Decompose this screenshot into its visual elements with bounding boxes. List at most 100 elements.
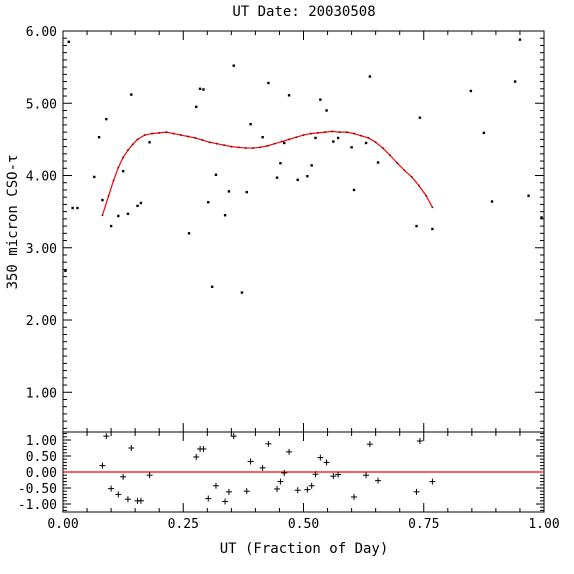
residual-marker <box>146 472 153 479</box>
fit-point <box>237 146 240 149</box>
fit-point <box>117 166 120 169</box>
data-point <box>275 176 279 179</box>
data-point <box>490 200 494 203</box>
residual-marker <box>351 493 358 500</box>
fit-point <box>309 132 312 135</box>
data-point <box>130 93 133 96</box>
data-point <box>187 232 191 235</box>
residual-marker <box>124 496 131 503</box>
y-axis-label: 350 micron CSO-τ <box>5 155 21 290</box>
fit-point <box>360 134 363 137</box>
residual-marker <box>243 488 250 495</box>
data-point <box>223 214 227 217</box>
y-tick-label: 4.00 <box>26 170 57 185</box>
residual-marker <box>323 459 330 466</box>
fit-point <box>281 140 283 143</box>
residual-marker <box>363 472 370 479</box>
x-axis-label: UT (Fraction of Day) <box>220 541 389 557</box>
residual-marker <box>317 454 324 461</box>
residual-marker <box>312 471 319 478</box>
y-tick-label: 1.00 <box>26 434 57 449</box>
data-point <box>279 162 282 165</box>
data-point <box>267 81 270 85</box>
data-point <box>101 198 104 202</box>
data-point <box>325 109 328 112</box>
data-point <box>540 216 543 219</box>
residual-marker <box>294 487 301 494</box>
fit-point <box>317 132 319 134</box>
data-point <box>368 75 372 78</box>
data-point <box>126 212 130 215</box>
fit-point <box>345 131 348 133</box>
fit-point <box>201 139 204 141</box>
data-point <box>232 64 235 67</box>
fit-point <box>382 147 384 149</box>
data-point <box>210 285 214 288</box>
residual-marker <box>99 462 106 469</box>
fit-point <box>374 141 377 144</box>
x-tick-label: 0.75 <box>408 517 439 532</box>
data-point <box>136 204 139 208</box>
residual-marker <box>137 497 144 504</box>
fit-point <box>259 146 262 149</box>
fit-point <box>101 214 104 217</box>
fit-point <box>295 136 298 139</box>
data-point <box>64 269 67 273</box>
fit-point <box>353 132 355 135</box>
data-point <box>105 117 108 121</box>
fit-curve <box>101 130 433 216</box>
data-point <box>93 175 96 179</box>
y-tick-label: 1.00 <box>26 386 57 401</box>
fit-point <box>244 147 247 149</box>
fit-point <box>418 184 420 187</box>
data-point <box>139 201 143 205</box>
residual-marker <box>205 495 212 502</box>
fit-point <box>165 131 168 133</box>
y-tick-label: 5.00 <box>26 97 57 112</box>
residual-marker <box>265 440 272 447</box>
chart-title: UT Date: 20030508 <box>232 4 375 20</box>
fit-point <box>338 131 341 133</box>
data-point <box>198 87 202 91</box>
y-tick-label: 6.00 <box>26 25 57 40</box>
data-point <box>195 105 198 109</box>
fit-point <box>136 138 139 141</box>
data-point <box>431 227 434 231</box>
residual-marker <box>286 448 293 455</box>
residual-marker <box>103 433 110 440</box>
residual-marker <box>222 498 229 505</box>
data-point <box>415 224 418 228</box>
residual-plot-panel: 1.000.500.00-0.50-1.000.00 0.25 0.50 0.75 1.… <box>18 431 560 532</box>
fit-point <box>431 206 434 209</box>
residual-marker <box>375 477 382 484</box>
y-tick-label: 0.00 <box>26 466 57 481</box>
data-point <box>352 188 356 192</box>
fit-point <box>324 131 326 133</box>
data-point <box>332 140 335 143</box>
residual-marker <box>281 469 288 476</box>
residual-marker <box>212 482 219 489</box>
residual-marker <box>335 471 342 478</box>
data-point <box>249 123 252 126</box>
data-point <box>319 98 322 101</box>
y-tick-label: 0.50 <box>26 450 57 465</box>
data-point <box>518 38 522 41</box>
data-point <box>283 141 286 145</box>
data-point <box>336 136 340 140</box>
fit-point <box>230 145 233 148</box>
y-tick-label: -0.50 <box>18 482 57 497</box>
data-point <box>314 136 317 140</box>
fit-point <box>158 132 160 134</box>
data-point <box>67 40 70 44</box>
y-tick-label: 2.00 <box>26 314 57 329</box>
data-point <box>306 175 309 178</box>
data-point <box>482 131 486 135</box>
data-point <box>117 214 120 218</box>
main-plot-panel: 1.00 2.00 3.00 4.00 5.00 6.00 <box>26 25 545 433</box>
residual-marker <box>413 488 420 495</box>
y-tick-label: -1.00 <box>18 498 57 513</box>
residual-marker <box>304 486 311 493</box>
fit-point <box>131 143 134 146</box>
data-point <box>513 80 517 83</box>
residual-marker <box>330 473 337 480</box>
